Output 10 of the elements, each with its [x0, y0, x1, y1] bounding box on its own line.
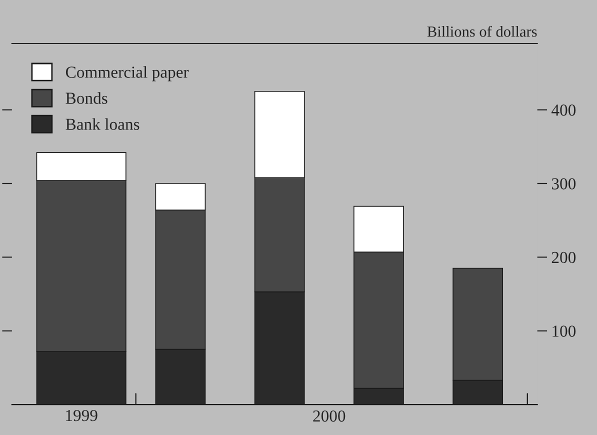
y-tick-label: 100: [552, 326, 576, 337]
y-tick-label: 300: [552, 178, 576, 190]
legend-label: Bonds: [66, 92, 108, 104]
x-tick-label: 1999: [66, 410, 98, 422]
y-axis-title: Billions of dollars: [427, 26, 537, 37]
legend-label: Bank loans: [66, 118, 140, 130]
text: 2000: [313, 410, 346, 422]
y-tick-label: 400: [552, 104, 576, 116]
y-tick-label: 200: [552, 252, 576, 264]
legend-label: Commercial paper: [66, 66, 189, 82]
